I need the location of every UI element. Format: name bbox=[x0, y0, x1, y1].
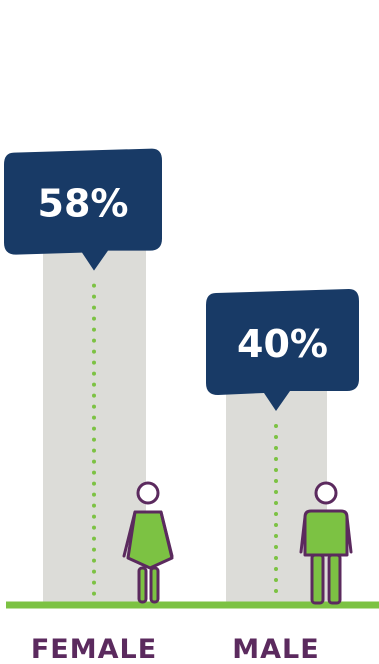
dotted-lines-layer bbox=[92, 283, 278, 601]
category-label-female: FEMALE bbox=[31, 634, 157, 664]
value-label-female: 58% bbox=[38, 182, 129, 226]
bars-layer bbox=[43, 205, 327, 603]
value-bubbles-layer: 58% 40% bbox=[4, 148, 359, 411]
value-bubble-male: 40% bbox=[206, 289, 359, 411]
category-labels-layer: FEMALE MALE bbox=[31, 634, 319, 664]
category-label-male: MALE bbox=[232, 634, 319, 664]
male-figure-icon bbox=[299, 481, 353, 605]
value-label-male: 40% bbox=[237, 322, 328, 366]
female-figure-icon bbox=[122, 481, 174, 604]
value-bubble-female: 58% bbox=[4, 148, 162, 271]
